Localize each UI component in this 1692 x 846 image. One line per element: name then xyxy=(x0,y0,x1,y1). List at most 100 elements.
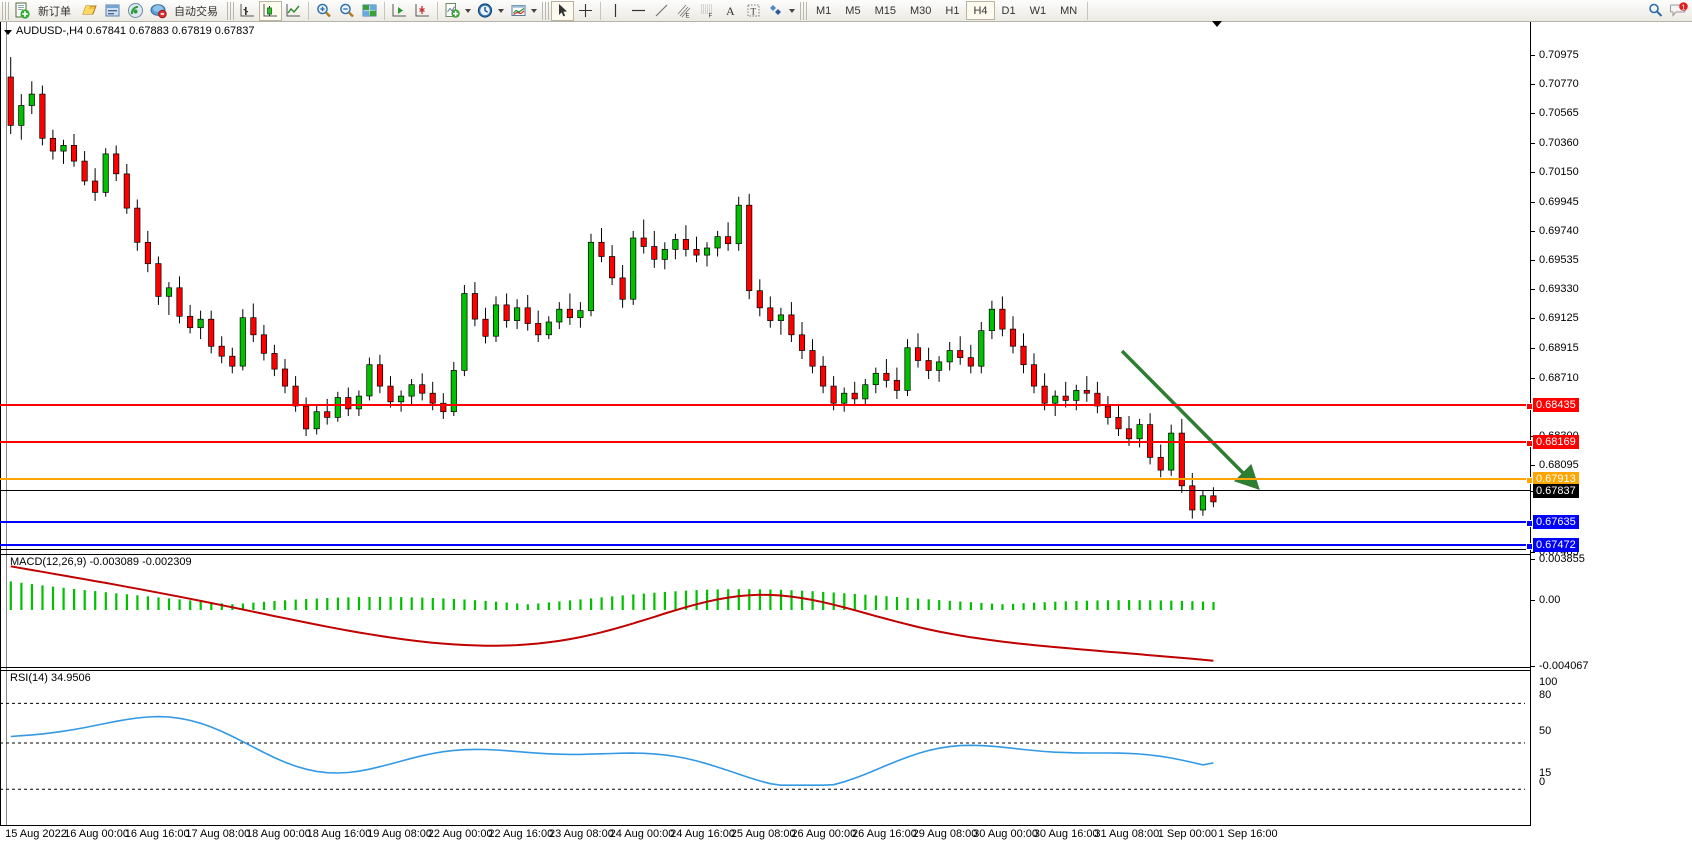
rsi-pane[interactable] xyxy=(0,671,1531,825)
price-level-label-resistance-lower[interactable]: 0.68169 xyxy=(1533,435,1579,449)
rsi-tick-label: 100 xyxy=(1539,676,1558,688)
vline-icon[interactable] xyxy=(604,1,627,21)
macd-pane[interactable] xyxy=(0,555,1531,668)
toolbar-grip-3[interactable] xyxy=(542,1,549,20)
price-tick-label: 0.69740 xyxy=(1539,224,1579,237)
price-tick-mark xyxy=(1531,54,1535,56)
price-tick-label: 0.70150 xyxy=(1539,166,1579,179)
timeframe-m5[interactable]: M5 xyxy=(845,4,861,17)
price-pane[interactable] xyxy=(0,40,1531,567)
price-scale[interactable]: 0.70975 0.70770 0.70565 0.70360 0.70150 0.699… xyxy=(1531,22,1692,846)
price-tick-label: 0.70360 xyxy=(1539,136,1579,149)
chart-area[interactable]: AUDUSD-,H4 0.67841 0.67883 0.67819 0.678… xyxy=(0,21,1692,846)
support-upper-handle[interactable] xyxy=(1526,520,1533,527)
hline-icon[interactable] xyxy=(627,1,650,21)
autoscroll-icon[interactable] xyxy=(388,1,411,21)
periods-dropdown-caret[interactable] xyxy=(498,8,504,13)
macd-tick-mark xyxy=(1531,559,1535,560)
zoom-out-icon[interactable] xyxy=(335,1,358,21)
cursor-icon[interactable] xyxy=(551,0,574,21)
chart-inner-border xyxy=(6,22,7,826)
scroll-position-marker-icon[interactable] xyxy=(1212,21,1222,27)
folder-button[interactable] xyxy=(78,1,101,21)
timeframe-h4[interactable]: H4 xyxy=(966,1,995,20)
templates-dropdown-caret[interactable] xyxy=(531,8,537,13)
toolbar-grip-4[interactable] xyxy=(800,1,807,20)
support-lower-handle[interactable] xyxy=(1526,543,1533,550)
templates-icon[interactable] xyxy=(507,1,540,21)
crosshair-icon[interactable] xyxy=(574,1,597,21)
objects-dropdown-caret[interactable] xyxy=(789,8,795,13)
timeframe-mn[interactable]: MN xyxy=(1060,4,1078,17)
objects-icon[interactable] xyxy=(765,1,798,21)
fibonacci-icon[interactable]: F xyxy=(696,1,719,21)
time-tick-label: 22 Aug 00:00 xyxy=(427,828,493,840)
line-chart-icon[interactable] xyxy=(282,1,305,21)
price-level-label-support-upper[interactable]: 0.67635 xyxy=(1533,515,1579,529)
pending-order-handle[interactable] xyxy=(1526,477,1533,484)
signal-button[interactable] xyxy=(124,1,147,21)
price-level-label-current-price[interactable]: 0.67837 xyxy=(1533,484,1579,498)
timeframe-m15[interactable]: M15 xyxy=(874,4,896,17)
periods-icon[interactable] xyxy=(474,1,507,21)
chart-menu-triangle-icon[interactable] xyxy=(4,30,12,35)
price-tick-label: 0.68915 xyxy=(1539,342,1579,355)
chart-header-text: AUDUSD-,H4 0.67841 0.67883 0.67819 0.678… xyxy=(16,25,255,37)
rsi-tick-label: 50 xyxy=(1539,725,1552,737)
timeframe-w1[interactable]: W1 xyxy=(1029,4,1047,17)
indicators-icon[interactable] xyxy=(441,1,474,21)
data-window-icon[interactable] xyxy=(358,1,381,21)
support-upper-line[interactable] xyxy=(0,521,1531,523)
support-lower-line-secondary xyxy=(0,549,1531,550)
price-tick-mark xyxy=(1531,260,1535,262)
resistance-lower-handle[interactable] xyxy=(1526,440,1533,447)
time-tick-label: 30 Aug 16:00 xyxy=(1033,828,1099,840)
time-tick-label: 23 Aug 08:00 xyxy=(548,828,614,840)
timeframe-d1[interactable]: D1 xyxy=(1001,4,1016,17)
window-button[interactable] xyxy=(101,1,124,21)
new-order-button[interactable]: 新订单 xyxy=(11,1,78,21)
timeframe-h1[interactable]: H1 xyxy=(945,4,960,17)
macd-series xyxy=(9,565,1215,662)
alerts-icon[interactable]: 1 xyxy=(1667,1,1692,21)
current-price-line xyxy=(0,490,1531,491)
indicators-dropdown-caret[interactable] xyxy=(465,8,471,13)
support-lower-line[interactable] xyxy=(0,544,1531,546)
auto-trading-button[interactable]: 自动交易 xyxy=(147,1,225,21)
time-scale[interactable]: 15 Aug 2022 16 Aug 00:00 16 Aug 16:00 17 Au… xyxy=(0,826,1531,846)
trendline-icon[interactable] xyxy=(650,1,673,21)
timeframe-m30[interactable]: M30 xyxy=(909,4,932,17)
macd-tick-mark xyxy=(1531,600,1535,601)
text-icon[interactable]: A xyxy=(719,1,742,21)
search-icon[interactable] xyxy=(1644,1,1667,21)
toolbar-grip[interactable] xyxy=(2,1,9,20)
price-level-label-pending-order[interactable]: 0.67913 xyxy=(1533,472,1579,486)
rsi-label: RSI(14) 34.9506 xyxy=(10,672,91,684)
price-tick-mark xyxy=(1531,201,1535,203)
pending-order-line[interactable] xyxy=(0,478,1531,480)
resistance-upper-handle[interactable] xyxy=(1526,403,1533,410)
price-level-label-resistance-upper[interactable]: 0.68435 xyxy=(1533,398,1579,412)
equidistant-channel-icon[interactable]: E xyxy=(673,1,696,21)
time-tick-label: 1 Sep 16:00 xyxy=(1218,828,1278,840)
chart-shift-icon[interactable] xyxy=(411,1,434,21)
chart-bottom-border xyxy=(0,825,1531,826)
price-tick-label: 0.69330 xyxy=(1539,283,1579,296)
candlestick-icon[interactable] xyxy=(259,0,282,21)
resistance-upper-line[interactable] xyxy=(0,404,1531,406)
bar-chart-icon[interactable] xyxy=(236,1,259,21)
price-tick-label: 0.69535 xyxy=(1539,254,1579,267)
macd-pane-bottom-border xyxy=(0,667,1531,668)
price-level-label-support-lower[interactable]: 0.67472 xyxy=(1533,538,1579,552)
label-icon[interactable]: T xyxy=(742,1,765,21)
resistance-lower-line[interactable] xyxy=(0,441,1531,443)
trend-arrow-annotation xyxy=(1120,349,1260,490)
toolbar-grip-2[interactable] xyxy=(227,1,234,20)
svg-text:E: E xyxy=(686,14,690,20)
price-tick-mark xyxy=(1531,230,1535,232)
timeframe-m1[interactable]: M1 xyxy=(816,4,832,17)
zoom-in-icon[interactable] xyxy=(312,1,335,21)
time-tick-label: 29 Aug 08:00 xyxy=(912,828,978,840)
svg-text:F: F xyxy=(709,14,713,20)
time-tick-label: 16 Aug 16:00 xyxy=(124,828,190,840)
